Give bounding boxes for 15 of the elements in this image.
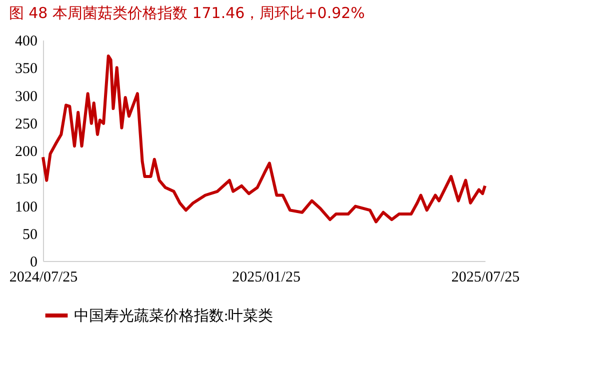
y-tick-label: 350 [15, 61, 38, 78]
y-tick-label: 300 [15, 88, 38, 105]
y-tick-label: 150 [15, 172, 38, 188]
y-tick-label: 400 [15, 34, 38, 50]
line-series [42, 54, 486, 224]
chart-title: 图 48 本周菌菇类价格指数 171.46，周环比+0.92% [8, 4, 365, 22]
legend-label: 中国寿光蔬菜价格指数:叶菜类 [74, 308, 274, 324]
y-tick-label: 100 [15, 199, 38, 216]
x-tick-label: 2025/01/25 [232, 270, 300, 286]
y-tick-label: 250 [15, 116, 38, 132]
y-tick-label: 200 [15, 144, 38, 160]
x-tick-label: 2025/07/25 [451, 270, 520, 286]
y-tick-label: 50 [22, 226, 38, 243]
y-tick-label: 0 [30, 254, 38, 270]
x-tick-label: 2024/07/25 [9, 270, 78, 286]
